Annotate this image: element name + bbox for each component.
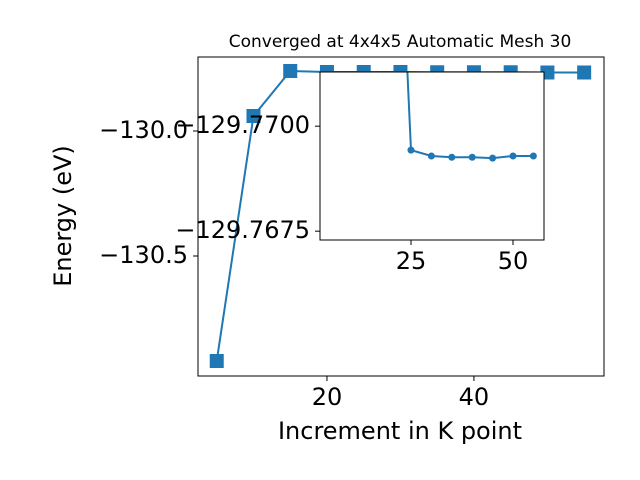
x-tick-label: 50 xyxy=(498,247,529,275)
marker xyxy=(509,152,517,160)
x-tick-label: 20 xyxy=(312,383,343,411)
x-axis-label: Increment in K point xyxy=(278,417,522,445)
y-tick-label: −130.5 xyxy=(99,241,188,269)
marker xyxy=(209,354,224,368)
marker xyxy=(283,64,298,78)
marker xyxy=(407,146,415,154)
marker xyxy=(468,153,476,161)
chart-title: Converged at 4x4x5 Automatic Mesh 30 xyxy=(229,32,572,52)
x-tick-label: 40 xyxy=(459,383,490,411)
marker xyxy=(427,152,435,160)
axes-frame xyxy=(319,71,545,241)
x-tick-label: 25 xyxy=(396,247,427,275)
y-tick-label: −130.0 xyxy=(99,116,188,144)
marker xyxy=(529,152,537,160)
y-axis-label: Energy (eV) xyxy=(49,145,77,287)
marker xyxy=(246,109,261,123)
marker xyxy=(489,154,497,162)
axes-frame xyxy=(197,56,605,377)
series-group xyxy=(406,72,537,162)
y-tick-label: −129.7675 xyxy=(175,216,310,244)
marker xyxy=(448,153,456,161)
y-tick-label: −129.7700 xyxy=(175,111,310,139)
marker xyxy=(577,65,592,80)
